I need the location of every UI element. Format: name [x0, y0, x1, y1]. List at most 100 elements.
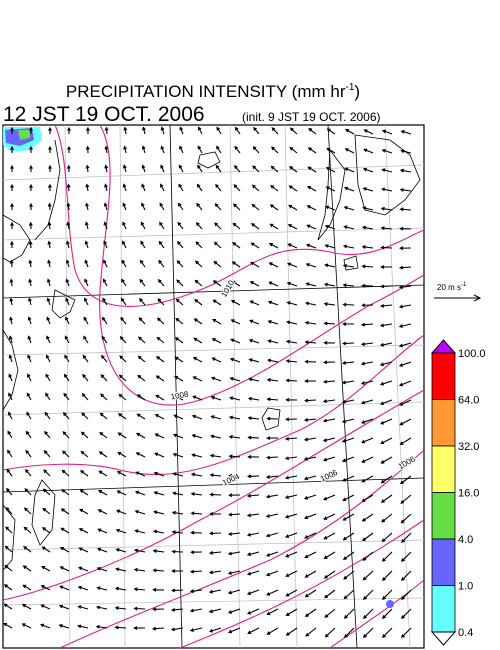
wind-arrow [178, 164, 184, 173]
wind-arrow [79, 508, 89, 515]
wind-arrow [400, 494, 412, 504]
wind-arrow [82, 354, 89, 363]
wind-arrow [135, 452, 146, 458]
wind-arrow [66, 183, 71, 192]
wind-arrow [117, 432, 127, 439]
wind-arrow [323, 494, 336, 501]
wind-arrow [139, 259, 146, 268]
wind-arrow [342, 494, 355, 502]
wind-arrow [42, 488, 51, 496]
wind-arrow [83, 316, 89, 325]
wind-arrow [42, 507, 51, 515]
wind-arrow [400, 551, 412, 563]
wind-arrow [324, 589, 336, 599]
wind-arrow [306, 186, 317, 192]
wind-arrow [189, 569, 203, 574]
wind-arrow [98, 451, 108, 458]
wind-arrow [95, 624, 108, 629]
wind-arrow [58, 604, 70, 610]
wind-arrow [100, 374, 108, 382]
wind-arrow [116, 509, 127, 515]
wind-arrow [228, 473, 241, 478]
wind-arrow [23, 526, 32, 534]
wind-arrow [231, 280, 241, 287]
wind-arrow [268, 281, 279, 287]
wind-arrow [303, 494, 317, 500]
wind-arrow [270, 184, 279, 192]
wind-arrow [3, 622, 13, 629]
wind-arrow [271, 127, 279, 135]
wind-arrow [40, 604, 51, 610]
wind-arrow [189, 608, 203, 613]
wind-arrow [134, 529, 146, 534]
wind-arrow [379, 399, 393, 406]
wind-arrow [28, 221, 33, 230]
precip-area [386, 600, 394, 608]
wind-arrow [47, 221, 52, 230]
wind-arrow [192, 395, 203, 401]
wind-arrow [229, 377, 241, 382]
wind-arrow [265, 532, 279, 538]
wind-arrow [253, 126, 260, 135]
wind-arrow [26, 411, 32, 420]
wind-arrow [246, 493, 260, 498]
wind-arrow [342, 244, 355, 249]
wind-arrow [63, 392, 70, 401]
colorbar-label: 16.0 [458, 488, 479, 500]
wind-arrow [343, 186, 355, 192]
wind-arrow [287, 224, 298, 230]
wind-arrow [95, 605, 108, 610]
wind-arrow [137, 374, 146, 382]
wind-arrow [85, 145, 90, 154]
wind-arrow [361, 283, 374, 288]
wind-arrow [399, 226, 412, 231]
wind-arrow [284, 456, 298, 461]
wind-arrow [363, 148, 374, 154]
wind-arrow [119, 336, 127, 344]
wind-arrow [227, 608, 241, 614]
wind-arrow [246, 551, 260, 557]
wind-arrow [249, 300, 260, 306]
wind-arrow [288, 185, 298, 192]
wind-arrow [194, 279, 203, 287]
wind-arrow [322, 418, 336, 423]
wind-arrow [360, 399, 374, 405]
wind-arrow [268, 262, 279, 268]
wind-arrow [381, 608, 393, 620]
wind-arrow [361, 475, 374, 483]
wind-arrow [342, 283, 355, 288]
wind-arrow [45, 354, 51, 363]
wind-arrow [211, 338, 222, 344]
wind-arrow [361, 264, 374, 269]
wind-arrow [196, 202, 203, 211]
wind-arrow [306, 205, 317, 211]
wind-arrow [103, 240, 108, 249]
wind-arrow [10, 240, 14, 249]
wind-arrow [380, 206, 393, 211]
wind-arrow [46, 335, 51, 344]
wind-arrow [399, 399, 412, 406]
wind-arrow [136, 394, 146, 401]
wind-arrow [285, 397, 298, 402]
wind-arrow [190, 530, 203, 535]
wind-arrow [266, 608, 279, 616]
wind-arrow [381, 129, 393, 135]
wind-arrow [229, 357, 241, 363]
colorbar-label: 32.0 [458, 441, 479, 453]
wind-arrow [215, 164, 222, 173]
wind-arrow [252, 165, 260, 173]
wind-arrow [303, 418, 317, 422]
wind-arrow [171, 588, 184, 593]
wind-arrow [247, 455, 260, 459]
wind-arrow [47, 259, 51, 268]
wind-arrow [118, 374, 127, 382]
wind-arrow [380, 494, 393, 503]
wind-arrow [6, 468, 13, 477]
wind-arrow [268, 243, 279, 249]
wind-arrow [284, 436, 298, 441]
wind-arrow [140, 240, 146, 249]
wind-arrow [324, 627, 336, 638]
wind-arrow [45, 392, 51, 401]
wind-arrow [135, 432, 146, 439]
wind-arrow [40, 585, 51, 591]
